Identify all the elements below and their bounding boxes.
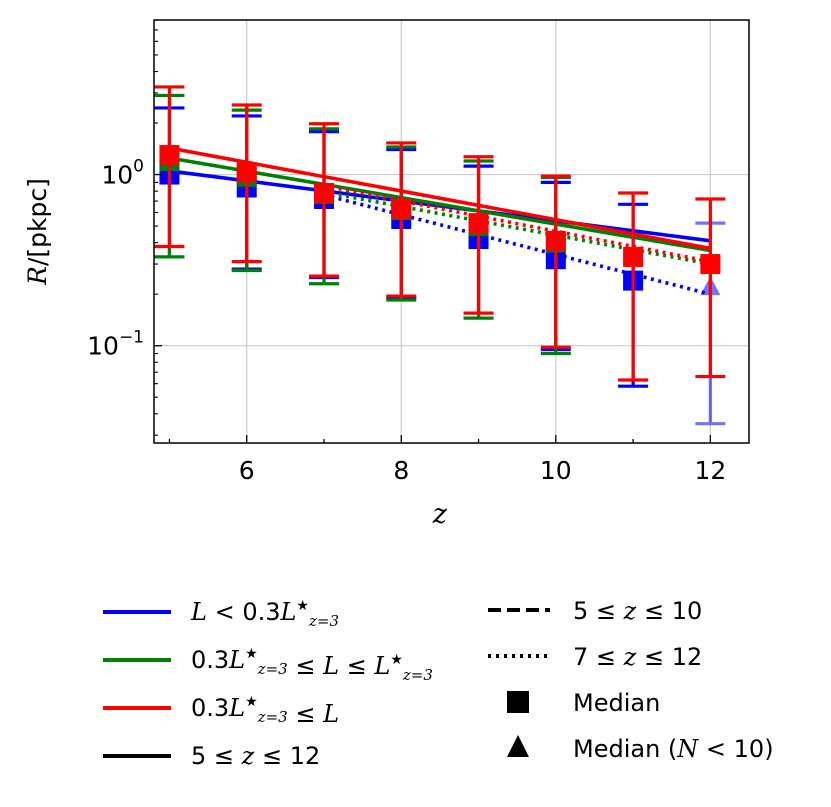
error-bar bbox=[154, 85, 185, 249]
legend-label-dashed: 5 ≤ z ≤ 10 bbox=[573, 597, 702, 625]
x-tick-label: 10 bbox=[540, 456, 572, 485]
legend-label-median: Median bbox=[573, 689, 660, 717]
fit-line-fit-full bbox=[169, 146, 711, 251]
error-bar bbox=[695, 197, 726, 379]
legend-label-median-low-n: Median (N < 10) bbox=[573, 735, 774, 763]
legend: L < 0.3L★z=3 0.3L★z=3 ≤ L ≤ L★z=3 0.3L★z=3… bbox=[103, 597, 774, 770]
median-marker bbox=[236, 162, 257, 183]
legend-label-black: 5 ≤ z ≤ 12 bbox=[191, 742, 320, 770]
legend-square-marker bbox=[507, 691, 529, 713]
median-marker bbox=[623, 246, 644, 267]
median-marker bbox=[545, 230, 566, 251]
y-axis-label: R/[pkpc] bbox=[23, 178, 52, 286]
x-axis-label: z bbox=[432, 499, 448, 530]
error-bar bbox=[618, 191, 649, 382]
y-tick-label: 100 bbox=[101, 157, 144, 190]
fit-line-fit-high bbox=[323, 193, 711, 296]
x-tick-label: 8 bbox=[393, 456, 409, 485]
median-marker bbox=[700, 254, 721, 275]
plot-area: 6 8 10 12 100 10−1 z R/[pkpc] bbox=[23, 19, 750, 530]
error-bar bbox=[463, 155, 494, 315]
median-marker bbox=[159, 145, 180, 166]
axes-frame bbox=[153, 19, 750, 444]
median-marker bbox=[314, 183, 334, 204]
legend-label-green: 0.3L★z=3 ≤ L ≤ L★z=3 bbox=[191, 646, 433, 684]
fit-line-fit-high bbox=[323, 183, 711, 264]
x-tick-label: 6 bbox=[239, 456, 255, 485]
legend-label-blue: L < 0.3L★z=3 bbox=[190, 598, 339, 630]
median-marker bbox=[391, 198, 412, 219]
legend-triangle-marker bbox=[507, 735, 529, 757]
error-bar bbox=[231, 103, 262, 264]
median-marker bbox=[468, 213, 489, 234]
error-bar bbox=[540, 174, 571, 349]
fit-line-fit-high bbox=[323, 190, 711, 266]
error-bar bbox=[386, 141, 417, 298]
y-tick-label: 10−1 bbox=[87, 328, 144, 361]
legend-label-dotted: 7 ≤ z ≤ 12 bbox=[573, 643, 702, 671]
legend-label-red: 0.3L★z=3 ≤ L bbox=[191, 694, 339, 728]
fit-line-fit-full bbox=[169, 156, 711, 253]
x-tick-label: 12 bbox=[694, 456, 726, 485]
